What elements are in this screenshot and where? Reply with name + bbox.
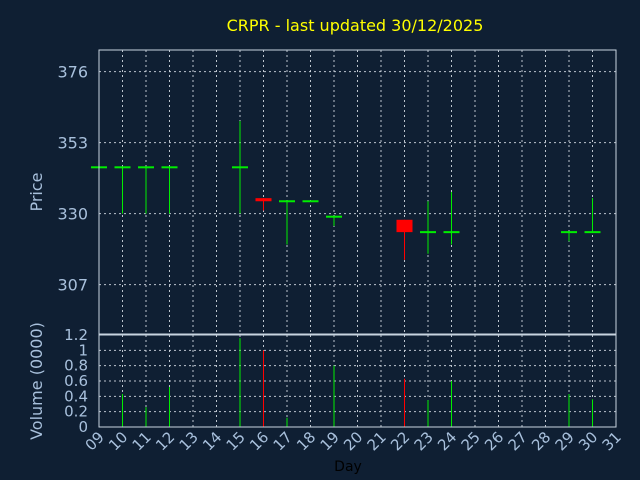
price-panel-frame	[98, 49, 617, 335]
x-tick-label: 11	[129, 428, 155, 454]
volume-tick-label: 0	[78, 418, 88, 436]
x-tick-label: 17	[270, 428, 296, 454]
price-tick-label: 307	[57, 276, 88, 295]
price-tick-label: 353	[57, 134, 88, 153]
chart-marks	[91, 121, 601, 427]
x-tick-label: 28	[528, 428, 554, 454]
x-tick-label: 14	[199, 428, 225, 454]
chart-title: CRPR - last updated 30/12/2025	[227, 16, 484, 35]
volume-tick-label: 0.6	[64, 372, 88, 390]
x-tick-label: 12	[152, 428, 178, 454]
x-tick-label: 21	[364, 428, 390, 454]
price-tick-label: 376	[57, 63, 88, 82]
volume-tick-label: 0.2	[64, 403, 88, 421]
price-tick-label: 330	[57, 205, 88, 224]
x-tick-label: 23	[411, 428, 437, 454]
x-tick-label: 13	[176, 428, 202, 454]
x-tick-label: 16	[246, 428, 272, 454]
volume-tick-label: 0.4	[64, 387, 88, 405]
candle-body	[396, 219, 413, 233]
x-tick-label: 25	[458, 428, 484, 454]
axis-labels: 0910111213141516171819202122232425262728…	[57, 63, 624, 455]
volume-axis-label: Volume (0000)	[27, 322, 46, 440]
volume-tick-label: 0.8	[64, 357, 88, 375]
x-tick-label: 15	[223, 428, 249, 454]
x-tick-label: 29	[552, 428, 578, 454]
x-tick-label: 24	[434, 428, 460, 454]
x-tick-label: 27	[505, 428, 531, 454]
price-axis-label: Price	[27, 172, 46, 211]
x-tick-label: 19	[317, 428, 343, 454]
grid-lines	[99, 50, 616, 427]
x-axis-label: Day	[334, 459, 362, 475]
x-tick-label: 10	[105, 428, 131, 454]
x-tick-label: 30	[575, 428, 601, 454]
candle-body	[255, 198, 272, 202]
x-tick-label: 31	[599, 428, 625, 454]
x-tick-label: 22	[387, 428, 413, 454]
volume-tick-label: 1.2	[64, 326, 88, 344]
volume-panel-frame	[98, 334, 617, 428]
x-tick-label: 20	[340, 428, 366, 454]
volume-tick-label: 1	[78, 341, 88, 359]
x-tick-label: 26	[481, 428, 507, 454]
x-tick-label: 18	[293, 428, 319, 454]
